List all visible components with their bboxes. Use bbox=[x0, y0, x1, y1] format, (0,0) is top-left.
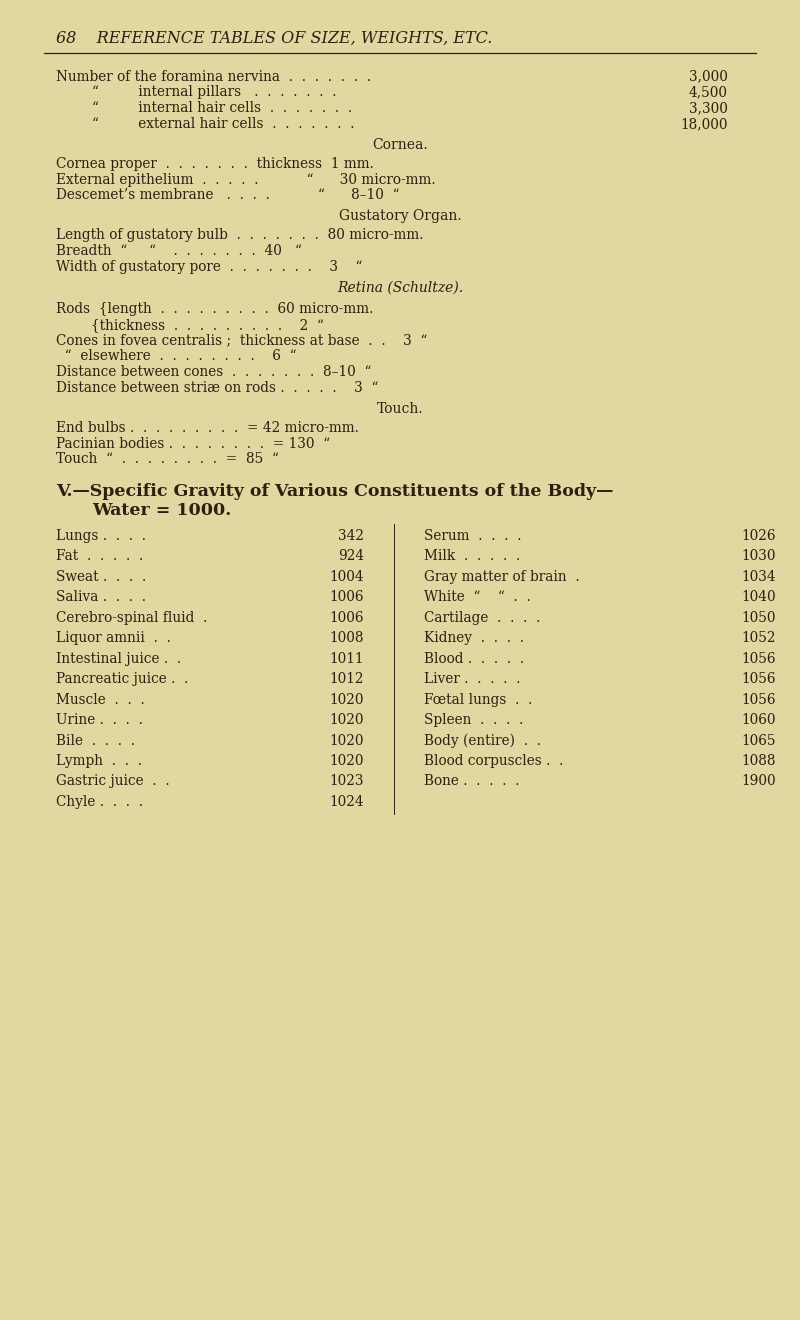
Text: 1050: 1050 bbox=[742, 611, 776, 624]
Text: V.—Specific Gravity of Various Constituents of the Body—: V.—Specific Gravity of Various Constitue… bbox=[56, 483, 614, 499]
Text: Lymph  .  .  .: Lymph . . . bbox=[56, 754, 142, 768]
Text: “  elsewhere  .  .  .  .  .  .  .  .    6  “: “ elsewhere . . . . . . . . 6 “ bbox=[56, 350, 297, 363]
Text: 1060: 1060 bbox=[742, 713, 776, 727]
Text: “         internal pillars   .  .  .  .  .  .  .: “ internal pillars . . . . . . . bbox=[92, 86, 337, 99]
Text: Cornea.: Cornea. bbox=[372, 139, 428, 152]
Text: Liver .  .  .  .  .: Liver . . . . . bbox=[424, 672, 521, 686]
Text: Blood corpuscles .  .: Blood corpuscles . . bbox=[424, 754, 563, 768]
Text: “         external hair cells  .  .  .  .  .  .  .: “ external hair cells . . . . . . . bbox=[92, 117, 354, 131]
Text: 1056: 1056 bbox=[742, 672, 776, 686]
Text: 1020: 1020 bbox=[330, 734, 364, 747]
Text: Cerebro-spinal fluid  .: Cerebro-spinal fluid . bbox=[56, 611, 207, 624]
Text: Intestinal juice .  .: Intestinal juice . . bbox=[56, 652, 181, 665]
Text: 68    REFERENCE TABLES OF SIZE, WEIGHTS, ETC.: 68 REFERENCE TABLES OF SIZE, WEIGHTS, ET… bbox=[56, 30, 492, 46]
Text: Length of gustatory bulb  .  .  .  .  .  .  .  80 micro-mm.: Length of gustatory bulb . . . . . . . 8… bbox=[56, 228, 423, 242]
Text: {thickness  .  .  .  .  .  .  .  .  .    2  “: {thickness . . . . . . . . . 2 “ bbox=[56, 318, 324, 331]
Text: Muscle  .  .  .: Muscle . . . bbox=[56, 693, 145, 706]
Text: 1026: 1026 bbox=[742, 529, 776, 543]
Text: Pancreatic juice .  .: Pancreatic juice . . bbox=[56, 672, 188, 686]
Text: Bone .  .  .  .  .: Bone . . . . . bbox=[424, 775, 519, 788]
Text: 1020: 1020 bbox=[330, 693, 364, 706]
Text: Water = 1000.: Water = 1000. bbox=[92, 503, 231, 519]
Text: Bile  .  .  .  .: Bile . . . . bbox=[56, 734, 135, 747]
Text: 18,000: 18,000 bbox=[681, 117, 728, 131]
Text: Body (entire)  .  .: Body (entire) . . bbox=[424, 734, 541, 747]
Text: 1012: 1012 bbox=[330, 672, 364, 686]
Text: 4,500: 4,500 bbox=[689, 86, 728, 99]
Text: 1040: 1040 bbox=[742, 590, 776, 605]
Text: Cones in fovea centralis ;  thickness at base  .  .    3  “: Cones in fovea centralis ; thickness at … bbox=[56, 334, 427, 347]
Text: 924: 924 bbox=[338, 549, 364, 564]
Text: Sweat .  .  .  .: Sweat . . . . bbox=[56, 570, 146, 583]
Text: 1020: 1020 bbox=[330, 754, 364, 768]
Text: Blood .  .  .  .  .: Blood . . . . . bbox=[424, 652, 524, 665]
Text: 1056: 1056 bbox=[742, 693, 776, 706]
Text: Chyle .  .  .  .: Chyle . . . . bbox=[56, 795, 143, 809]
Text: Fat  .  .  .  .  .: Fat . . . . . bbox=[56, 549, 143, 564]
Text: 1023: 1023 bbox=[330, 775, 364, 788]
Text: 1088: 1088 bbox=[742, 754, 776, 768]
Text: “         internal hair cells  .  .  .  .  .  .  .: “ internal hair cells . . . . . . . bbox=[92, 102, 352, 115]
Text: 3,000: 3,000 bbox=[689, 70, 728, 83]
Text: Touch.: Touch. bbox=[377, 403, 423, 416]
Text: 1024: 1024 bbox=[330, 795, 364, 809]
Text: Cartilage  .  .  .  .: Cartilage . . . . bbox=[424, 611, 540, 624]
Text: Cornea proper  .  .  .  .  .  .  .  thickness  1 mm.: Cornea proper . . . . . . . thickness 1 … bbox=[56, 157, 374, 170]
Text: Pacinian bodies .  .  .  .  .  .  .  .  = 130  “: Pacinian bodies . . . . . . . . = 130 “ bbox=[56, 437, 330, 450]
Text: Width of gustatory pore  .  .  .  .  .  .  .    3    “: Width of gustatory pore . . . . . . . 3 … bbox=[56, 260, 362, 273]
Text: Number of the foramina nervina  .  .  .  .  .  .  .: Number of the foramina nervina . . . . .… bbox=[56, 70, 371, 83]
Text: Retina (Schultze).: Retina (Schultze). bbox=[337, 281, 463, 294]
Text: 1004: 1004 bbox=[330, 570, 364, 583]
Text: 1065: 1065 bbox=[742, 734, 776, 747]
Text: Rods  {length  .  .  .  .  .  .  .  .  .  60 micro-mm.: Rods {length . . . . . . . . . 60 micro-… bbox=[56, 302, 374, 315]
Text: Gustatory Organ.: Gustatory Organ. bbox=[338, 210, 462, 223]
Text: Kidney  .  .  .  .: Kidney . . . . bbox=[424, 631, 524, 645]
Text: Distance between striæ on rods .  .  .  .  .    3  “: Distance between striæ on rods . . . . .… bbox=[56, 381, 378, 395]
Text: Serum  .  .  .  .: Serum . . . . bbox=[424, 529, 522, 543]
Text: Liquor amnii  .  .: Liquor amnii . . bbox=[56, 631, 171, 645]
Text: Fœtal lungs  .  .: Fœtal lungs . . bbox=[424, 693, 532, 706]
Text: 1052: 1052 bbox=[742, 631, 776, 645]
Text: 1011: 1011 bbox=[330, 652, 364, 665]
Text: 3,300: 3,300 bbox=[689, 102, 728, 115]
Text: Gastric juice  .  .: Gastric juice . . bbox=[56, 775, 170, 788]
Text: 1056: 1056 bbox=[742, 652, 776, 665]
Text: 1006: 1006 bbox=[330, 590, 364, 605]
Text: 1006: 1006 bbox=[330, 611, 364, 624]
Text: White  “    “  .  .: White “ “ . . bbox=[424, 590, 530, 605]
Text: Saliva .  .  .  .: Saliva . . . . bbox=[56, 590, 146, 605]
Text: Descemet’s membrane   .  .  .  .           “      8–10  “: Descemet’s membrane . . . . “ 8–10 “ bbox=[56, 189, 399, 202]
Text: 1034: 1034 bbox=[742, 570, 776, 583]
Text: Touch  “  .  .  .  .  .  .  .  .  =  85  “: Touch “ . . . . . . . . = 85 “ bbox=[56, 453, 279, 466]
Text: Milk  .  .  .  .  .: Milk . . . . . bbox=[424, 549, 520, 564]
Text: 1020: 1020 bbox=[330, 713, 364, 727]
Text: Breadth  “     “    .  .  .  .  .  .  .  40   “: Breadth “ “ . . . . . . . 40 “ bbox=[56, 244, 302, 257]
Text: Gray matter of brain  .: Gray matter of brain . bbox=[424, 570, 580, 583]
Text: Distance between cones  .  .  .  .  .  .  .  8–10  “: Distance between cones . . . . . . . 8–1… bbox=[56, 366, 371, 379]
Text: Spleen  .  .  .  .: Spleen . . . . bbox=[424, 713, 523, 727]
Text: 1900: 1900 bbox=[742, 775, 776, 788]
Text: 1030: 1030 bbox=[742, 549, 776, 564]
Text: 1008: 1008 bbox=[330, 631, 364, 645]
Text: External epithelium  .  .  .  .  .           “      30 micro-mm.: External epithelium . . . . . “ 30 micro… bbox=[56, 173, 436, 186]
Text: Urine .  .  .  .: Urine . . . . bbox=[56, 713, 143, 727]
Text: End bulbs .  .  .  .  .  .  .  .  .  = 42 micro-mm.: End bulbs . . . . . . . . . = 42 micro-m… bbox=[56, 421, 359, 434]
Text: Lungs .  .  .  .: Lungs . . . . bbox=[56, 529, 146, 543]
Text: 342: 342 bbox=[338, 529, 364, 543]
